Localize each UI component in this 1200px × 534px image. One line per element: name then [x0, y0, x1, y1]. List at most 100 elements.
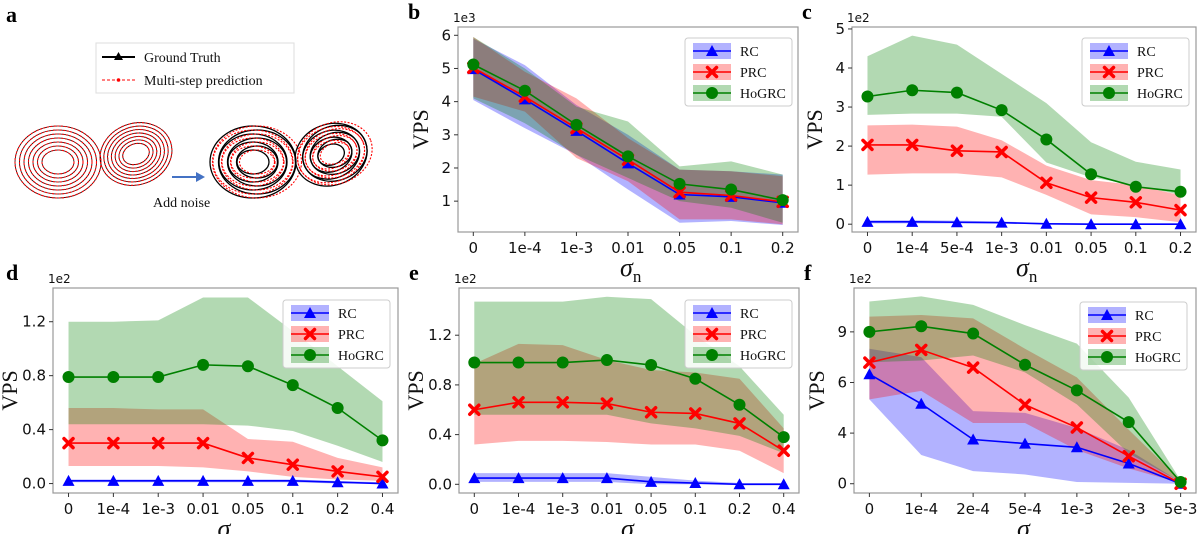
hogrc-point	[645, 359, 658, 372]
prediction-trajectory	[41, 149, 75, 175]
prc-point	[777, 444, 790, 458]
prc-band	[68, 408, 383, 481]
axis-offset-text: 1e2	[48, 272, 71, 286]
prediction-trajectory	[107, 128, 165, 180]
prediction-trajectory	[122, 142, 150, 166]
rc-point	[967, 433, 980, 445]
prc-point	[241, 451, 255, 465]
rc-point	[286, 474, 299, 486]
hogrc-point	[512, 356, 525, 369]
hogrc-legend-marker	[1103, 87, 1115, 99]
legend-label-rc: RC	[338, 307, 357, 322]
legend-label-hogrc: HoGRC	[1135, 351, 1181, 366]
x-axis-subscript: n	[1029, 267, 1038, 286]
y-tick-label: 0.8	[22, 367, 46, 385]
ground-truth-trajectory	[118, 139, 154, 169]
prediction-trajectory	[297, 121, 373, 186]
rc-legend-marker	[1103, 45, 1115, 56]
panel-d: d 1e2 0 1e-4 1e-3 0.01 0.05 0.1 0.2 0.4 0.0 0.4 0.8 1…	[0, 260, 399, 534]
axes-frame	[851, 26, 1197, 233]
prediction-trajectory	[230, 145, 276, 179]
legend-label-rc: RC	[740, 45, 759, 60]
x-tick-label: 0	[865, 500, 875, 518]
hogrc-legend-marker	[706, 87, 718, 99]
y-tick-label: 1	[835, 176, 845, 194]
rc-point	[645, 475, 658, 487]
y-tick-label: 0.4	[428, 426, 452, 444]
y-tick-label: 4	[837, 424, 847, 442]
axes-frame	[52, 287, 399, 494]
panel-e: e 1e2 0 1e-4 1e-3 0.01 0.05 0.1 0.2 0.4 0.0 0.4 0.8 1…	[403, 260, 800, 534]
ground-truth-trajectory	[227, 141, 279, 183]
rc-point	[861, 215, 874, 227]
prc-point	[468, 403, 481, 417]
y-tick-label: 4	[441, 93, 451, 111]
axis-offset-text: 1e3	[453, 11, 476, 25]
rc-point	[915, 397, 928, 409]
hogrc-point	[622, 150, 634, 163]
legend-multistep-prediction: Multi-step prediction	[144, 74, 263, 89]
y-tick-label: 0	[837, 475, 847, 493]
hogrc-point	[467, 58, 480, 71]
legend-label-hogrc: HoGRC	[740, 87, 786, 102]
prc-legend-marker	[1102, 65, 1116, 79]
y-tick-label: 1.2	[22, 313, 46, 331]
panel-a-legend-box	[95, 42, 295, 94]
legend-label-prc: PRC	[740, 328, 766, 343]
prc-point	[151, 436, 165, 450]
hogrc-point	[777, 431, 790, 444]
y-tick-label: 6	[441, 26, 451, 44]
x-tick-label: 0.01	[590, 500, 623, 518]
rc-point	[512, 472, 525, 484]
legend: RC PRC HoGRC	[684, 299, 793, 369]
hogrc-line	[68, 364, 383, 442]
prediction-trajectory	[297, 126, 366, 184]
rc-point	[1040, 217, 1053, 229]
x-tick-label: 0.2	[728, 500, 752, 518]
prc-line	[867, 144, 1181, 211]
rc-point	[600, 472, 613, 484]
x-axis-label: σn	[1017, 514, 1039, 534]
y-tick-label: 0.8	[428, 376, 452, 394]
x-axis-subscript: n	[230, 528, 239, 534]
hogrc-band	[867, 35, 1181, 195]
rc-point	[1019, 437, 1031, 449]
x-tick-label: 1e-3	[546, 500, 580, 518]
rc-point	[107, 474, 120, 486]
rc-band	[869, 348, 1181, 484]
hogrc-band	[869, 296, 1181, 483]
y-tick-label: 3	[835, 98, 845, 116]
prc-point	[600, 397, 614, 410]
hogrc-point	[861, 90, 874, 103]
prc-band	[869, 314, 1181, 483]
prc-point	[861, 138, 874, 152]
x-axis-label: σn	[1016, 253, 1038, 286]
y-axis-label: VPS	[802, 109, 827, 149]
x-tick-label: 0.4	[371, 500, 395, 518]
x-tick-label: 0.01	[186, 500, 219, 518]
prc-point	[1040, 176, 1053, 190]
legend-ground-truth: Ground Truth	[144, 51, 221, 66]
prediction-trajectory	[114, 135, 158, 173]
hogrc-point	[863, 325, 876, 338]
panel-c: c 1e2 0 1e-4 5e-4 1e-3 0.01 0.05 0.1 0.2 0 1 2 3 4 5 VPS…	[802, 0, 1197, 286]
rc-point	[152, 474, 165, 486]
rc-point	[1085, 218, 1098, 230]
prc-legend-marker	[705, 65, 719, 79]
axis-offset-text: 1e2	[454, 272, 477, 286]
x-axis-label: σn	[621, 514, 643, 534]
x-tick-label: 0.05	[231, 500, 264, 518]
hogrc-point	[1174, 476, 1187, 489]
prediction-trajectory	[23, 133, 93, 191]
rc-line	[474, 477, 784, 486]
y-axis-label: VPS	[408, 109, 433, 149]
axis-offset-text: 1e2	[849, 272, 872, 286]
hogrc-point	[600, 354, 613, 367]
prc-point	[1129, 196, 1143, 209]
prc-legend-marker	[1100, 329, 1114, 343]
rc-point	[1174, 218, 1187, 230]
hogrc-point	[468, 356, 481, 369]
hogrc-line	[867, 89, 1181, 193]
